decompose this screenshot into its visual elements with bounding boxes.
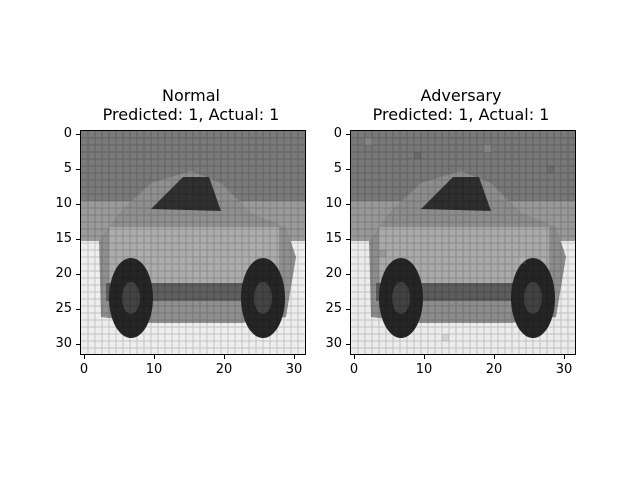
y-tick-label: 5: [63, 161, 72, 176]
y-tick-label: 15: [325, 231, 342, 246]
y-tick-label: 20: [325, 266, 342, 281]
x-tick: [564, 355, 565, 359]
x-tick-label: 20: [215, 362, 233, 377]
y-tick: [346, 204, 350, 205]
x-tick: [424, 355, 425, 359]
panel-subtitle: Predicted: 1, Actual: 1: [102, 105, 280, 124]
y-tick: [346, 169, 350, 170]
panel-title: Adversary: [420, 86, 502, 105]
y-tick-label: 15: [55, 231, 72, 246]
image-frame: [350, 130, 576, 355]
y-tick: [76, 344, 80, 345]
y-tick-label: 25: [325, 301, 342, 316]
y-tick: [76, 274, 80, 275]
y-tick: [346, 309, 350, 310]
y-tick-label: 10: [55, 196, 72, 211]
x-tick: [354, 355, 355, 359]
x-tick: [84, 355, 85, 359]
car-image: [81, 131, 305, 354]
y-tick-label: 30: [55, 336, 72, 351]
x-tick: [494, 355, 495, 359]
x-tick: [294, 355, 295, 359]
x-tick-label: 0: [79, 362, 89, 377]
y-tick: [346, 239, 350, 240]
y-tick: [76, 204, 80, 205]
panel-title: Normal: [162, 86, 220, 105]
x-tick: [224, 355, 225, 359]
x-tick-label: 20: [485, 362, 503, 377]
y-tick-label: 25: [55, 301, 72, 316]
car-image: [351, 131, 575, 354]
y-tick-label: 20: [55, 266, 72, 281]
x-tick-label: 10: [145, 362, 163, 377]
image-frame: [80, 130, 306, 355]
y-tick: [346, 134, 350, 135]
x-tick: [154, 355, 155, 359]
x-tick-label: 10: [415, 362, 433, 377]
x-tick-label: 0: [349, 362, 359, 377]
y-tick: [76, 309, 80, 310]
y-tick: [346, 344, 350, 345]
y-tick-label: 10: [325, 196, 342, 211]
y-tick-label: 5: [333, 161, 342, 176]
x-tick-label: 30: [285, 362, 303, 377]
panel-subtitle: Predicted: 1, Actual: 1: [372, 105, 550, 124]
panel-normal: Normal Predicted: 1, Actual: 1: [55, 84, 306, 384]
y-tick: [346, 274, 350, 275]
y-tick-label: 30: [325, 336, 342, 351]
y-tick-label: 0: [333, 126, 342, 141]
y-tick: [76, 134, 80, 135]
y-tick-label: 0: [63, 126, 72, 141]
x-tick-label: 30: [555, 362, 573, 377]
y-tick: [76, 239, 80, 240]
panel-adversary: Adversary Predicted: 1, Actual: 1: [325, 84, 576, 384]
y-tick: [76, 169, 80, 170]
